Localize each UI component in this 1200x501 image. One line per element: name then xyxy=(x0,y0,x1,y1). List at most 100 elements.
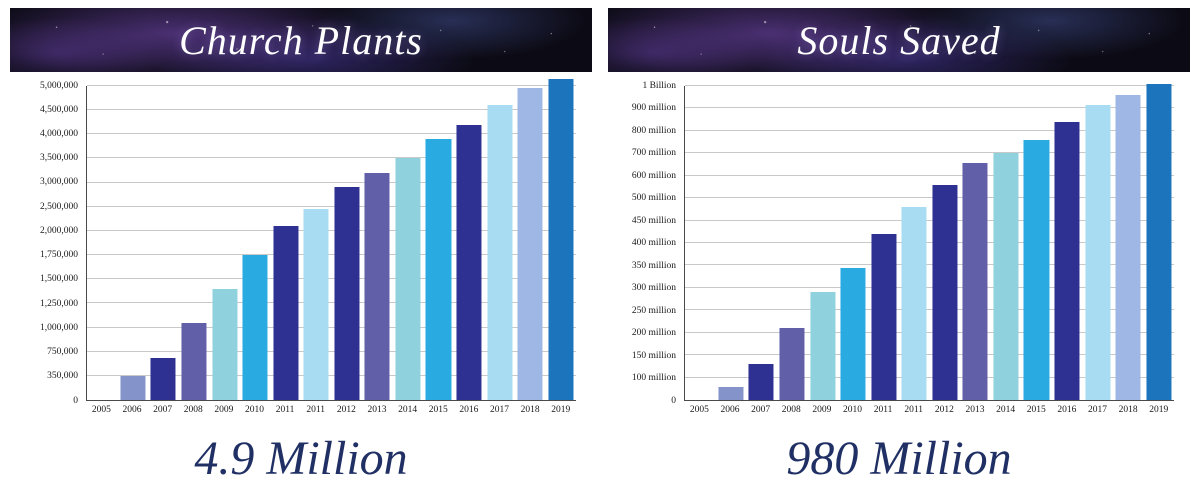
gridline xyxy=(685,197,1174,199)
x-axis-label: 2019 xyxy=(1149,405,1169,415)
gridline xyxy=(685,174,1174,176)
gridline xyxy=(87,374,576,376)
bar-2011 xyxy=(871,234,897,400)
x-axis-label: 2010 xyxy=(842,405,862,415)
gridline xyxy=(87,350,576,352)
x-axis-label: 2006 xyxy=(720,405,740,415)
gridline xyxy=(87,109,576,111)
x-axis: 2005 2006 2007 2008 2009 2010 2011 2011 2012 2013… xyxy=(684,401,1174,421)
x-axis-label: 2011 xyxy=(275,405,295,415)
gridline xyxy=(87,181,576,183)
plot-area xyxy=(86,78,576,401)
y-axis-label: 400 million xyxy=(631,237,676,248)
gridline xyxy=(685,354,1174,356)
y-axis-label: 2,500,000 xyxy=(40,201,78,212)
gridline xyxy=(685,152,1174,154)
x-axis-label: 2013 xyxy=(367,405,387,415)
chart-church-plants: 0 350,000 750,000 1,000,000 1,250,000 1,500,0… xyxy=(10,78,592,421)
y-axis-label: 500 million xyxy=(631,192,676,203)
bar-2010 xyxy=(840,267,866,400)
bar-2016 xyxy=(1054,121,1080,400)
x-axis-label: 2012 xyxy=(934,405,954,415)
gridline xyxy=(87,229,576,231)
banner-title-souls-saved: Souls Saved xyxy=(797,17,1001,63)
x-axis-label: 2014 xyxy=(996,405,1016,415)
plot-area xyxy=(684,83,1174,401)
y-axis-label: 150 million xyxy=(631,350,676,361)
gridline xyxy=(87,157,576,159)
y-axis-label: 750,000 xyxy=(47,346,78,357)
banner-church-plants: Church Plants xyxy=(10,8,592,72)
x-axis-label: 2008 xyxy=(183,405,203,415)
bar-2016 xyxy=(456,124,482,400)
bar-2019 xyxy=(1146,83,1172,400)
bar-2014 xyxy=(993,153,1019,400)
bar-2015 xyxy=(425,139,451,400)
x-axis-label: 2007 xyxy=(153,405,173,415)
x-axis-label: 2016 xyxy=(459,405,479,415)
banner-souls-saved: Souls Saved xyxy=(608,8,1190,72)
bar-2017 xyxy=(487,105,513,400)
y-axis-label: 800 million xyxy=(631,125,676,136)
gridline xyxy=(685,242,1174,243)
bar-2013 xyxy=(364,172,390,400)
y-axis-label: 4,000,000 xyxy=(40,128,78,139)
bar-2013 xyxy=(962,163,988,400)
y-axis-label: 450 million xyxy=(631,215,676,226)
x-axis-label: 2018 xyxy=(1118,405,1138,415)
x-axis-label: 2005 xyxy=(689,405,709,415)
gridline xyxy=(685,331,1174,333)
x-axis-label: 2012 xyxy=(336,405,356,415)
bar-2012 xyxy=(334,187,360,400)
panel-souls-saved: Souls Saved 0 100 million 150 million 200 m… xyxy=(608,8,1190,495)
x-axis-label: 2006 xyxy=(122,405,142,415)
bar-2007 xyxy=(150,357,176,400)
x-axis-label: 2018 xyxy=(520,405,540,415)
x-axis-label: 2008 xyxy=(781,405,801,415)
gridline xyxy=(685,264,1174,266)
chart-souls-saved: 0 100 million 150 million 200 million 250 mi… xyxy=(608,81,1190,421)
gridline xyxy=(685,85,1174,86)
bar-2015 xyxy=(1023,139,1049,400)
y-axis: 0 100 million 150 million 200 million 250 mi… xyxy=(608,81,684,405)
y-axis-label: 300 million xyxy=(631,282,676,293)
x-axis-label: 2011 xyxy=(306,405,326,415)
bar-2010 xyxy=(242,255,268,400)
bar-2011 xyxy=(303,209,329,400)
x-axis-label: 2019 xyxy=(551,405,571,415)
x-axis: 2005 2006 2007 2008 2009 2010 2011 2011 2012 2013… xyxy=(86,401,576,421)
y-axis-label: 250 million xyxy=(631,305,676,316)
bar-2011 xyxy=(273,226,299,400)
x-axis-label: 2014 xyxy=(398,405,418,415)
gridline xyxy=(87,205,576,207)
bar-2008 xyxy=(181,322,207,400)
y-axis-label: 0 xyxy=(73,395,78,406)
x-axis-label: 2010 xyxy=(244,405,264,415)
x-axis-label: 2017 xyxy=(1087,405,1107,415)
gridline xyxy=(87,254,576,256)
x-axis-label: 2011 xyxy=(873,405,893,415)
x-axis-label: 2017 xyxy=(489,405,509,415)
gridline xyxy=(87,302,576,304)
gridline xyxy=(685,376,1174,378)
bar-2018 xyxy=(1115,94,1141,400)
bar-2006 xyxy=(718,386,744,400)
y-axis-label: 700 million xyxy=(631,147,676,158)
bar-2009 xyxy=(810,292,836,400)
y-axis-label: 2,000,000 xyxy=(40,225,78,236)
y-axis-label: 1,000,000 xyxy=(40,322,78,333)
gridline xyxy=(87,326,576,328)
bar-2008 xyxy=(779,328,805,400)
y-axis-label: 1,500,000 xyxy=(40,274,78,285)
y-axis-label: 3,000,000 xyxy=(40,177,78,188)
y-axis-label: 350,000 xyxy=(47,371,78,382)
x-axis-label: 2005 xyxy=(91,405,111,415)
gridline xyxy=(685,107,1174,109)
banner-title-church-plants: Church Plants xyxy=(179,17,423,63)
x-axis-label: 2015 xyxy=(1026,405,1046,415)
bar-2018 xyxy=(517,88,543,400)
y-axis: 0 350,000 750,000 1,000,000 1,250,000 1,500,0… xyxy=(10,81,86,405)
y-axis-label: 350 million xyxy=(631,260,676,271)
y-axis-label: 0 xyxy=(671,395,676,406)
y-axis-label: 4,500,000 xyxy=(40,104,78,115)
